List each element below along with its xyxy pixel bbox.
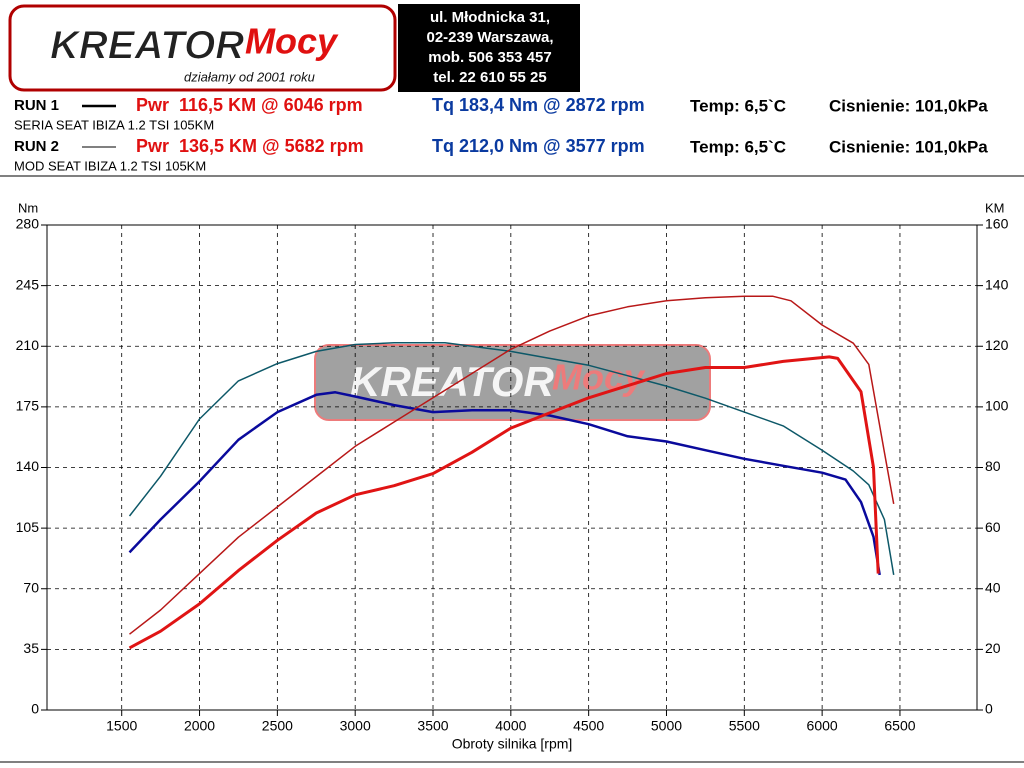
run-torque: Tq 183,4 Nm @ 2872 rpm — [432, 95, 645, 115]
x-tick-label: 1500 — [106, 718, 137, 734]
run-label: RUN 1 — [14, 97, 59, 114]
logo-word: KREATOR — [50, 24, 244, 68]
y2-tick-label: 160 — [985, 216, 1009, 232]
x-tick-label: 3000 — [340, 718, 371, 734]
y2-tick-label: 0 — [985, 701, 993, 717]
x-tick-label: 6000 — [807, 718, 838, 734]
logo-slogan: działamy od 2001 roku — [184, 69, 315, 84]
y-tick-label: 35 — [23, 640, 39, 656]
runs: RUN 1 Pwr 116,5 KM @ 6046 rpm Tq 183,4 Nm … — [14, 95, 988, 174]
run-temp: Temp: 6,5`C — [690, 96, 786, 115]
y-tick-label: 0 — [31, 701, 39, 717]
y2-tick-label: 140 — [985, 276, 1009, 292]
address-box — [398, 4, 580, 92]
y2-tick-label: 60 — [985, 519, 1001, 535]
y2-tick-label: 100 — [985, 398, 1009, 414]
address: ul. Młodnicka 31, 02-239 Warszawa, mob. 50… — [426, 9, 553, 86]
y-axis-label: Nm — [18, 200, 38, 215]
y-tick-label: 105 — [16, 519, 40, 535]
y-tick-label: 210 — [16, 337, 40, 353]
logo-box — [8, 4, 397, 92]
run-temp: Temp: 6,5`C — [690, 137, 786, 156]
run-label: RUN 2 — [14, 138, 59, 155]
run-power: Pwr 136,5 KM @ 5682 rpm — [136, 136, 364, 156]
address-line: ul. Młodnicka 31, — [430, 9, 550, 26]
run-car: MOD SEAT IBIZA 1.2 TSI 105KM — [14, 158, 206, 173]
run-power: Pwr 116,5 KM @ 6046 rpm — [136, 95, 363, 115]
x-tick-label: 2000 — [184, 718, 215, 734]
y-tick-label: 245 — [16, 276, 40, 292]
address-line: tel. 22 610 55 25 — [433, 69, 546, 86]
y-tick-label: 140 — [16, 458, 40, 474]
y2-axis-label: KM — [985, 200, 1005, 215]
curve — [128, 355, 880, 650]
x-tick-label: 5000 — [651, 718, 682, 734]
watermark-text: KREATOR — [350, 358, 554, 405]
plot: 0 35 70 105 140 175 210 245 280 0 20 40 60 80 100 120 14… — [16, 200, 1009, 751]
watermark: KREATOR Mocy — [314, 344, 711, 421]
run-pressure: Cisnienie: 101,0kPa — [829, 96, 988, 115]
x-tick-label: 4000 — [495, 718, 526, 734]
logo-word: Mocy — [245, 21, 339, 62]
x-tick-label: 6500 — [884, 718, 915, 734]
y2-tick-label: 20 — [985, 640, 1001, 656]
run-torque: Tq 212,0 Nm @ 3577 rpm — [432, 136, 645, 156]
run-pressure: Cisnienie: 101,0kPa — [829, 137, 988, 156]
x-tick-label: 3500 — [417, 718, 448, 734]
x-tick-label: 2500 — [262, 718, 293, 734]
run-car: SERIA SEAT IBIZA 1.2 TSI 105KM — [14, 117, 214, 132]
x-tick-label: 4500 — [573, 718, 604, 734]
x-axis-label: Obroty silnika [rpm] — [452, 736, 573, 752]
y2-tick-label: 40 — [985, 579, 1001, 595]
address-line: mob. 506 353 457 — [428, 49, 551, 66]
y2-tick-label: 80 — [985, 458, 1001, 474]
y2-tick-label: 120 — [985, 337, 1009, 353]
address-line: 02-239 Warszawa, — [426, 29, 553, 46]
watermark-box — [314, 344, 711, 421]
x-tick-label: 5500 — [729, 718, 760, 734]
y-tick-label: 70 — [23, 579, 39, 595]
curve — [128, 391, 881, 576]
curve — [129, 295, 895, 635]
y-tick-label: 175 — [16, 398, 40, 414]
y-tick-label: 280 — [16, 216, 40, 232]
curve — [128, 342, 895, 576]
